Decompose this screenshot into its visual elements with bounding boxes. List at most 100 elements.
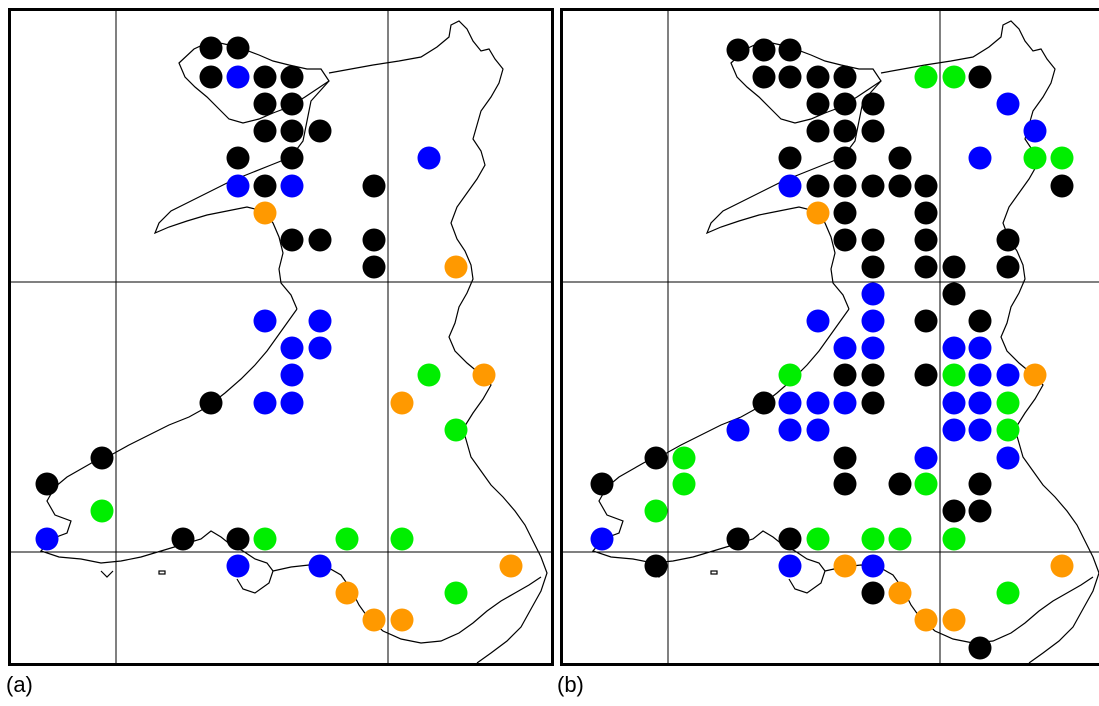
record-dot-blue [942, 336, 966, 360]
record-dot-blue [417, 146, 441, 170]
record-dot-black [968, 499, 992, 523]
distribution-dots [590, 38, 1074, 660]
record-dot-blue [968, 146, 992, 170]
record-dot-green [90, 499, 114, 523]
record-dot-black [833, 228, 857, 252]
record-dot-green [778, 363, 802, 387]
wales-map-a [11, 11, 551, 663]
record-dot-orange [806, 201, 830, 225]
record-dot-blue [942, 391, 966, 415]
record-dot-black [861, 119, 885, 143]
record-dot-blue [226, 554, 250, 578]
record-dot-black [968, 636, 992, 660]
record-dot-orange [888, 581, 912, 605]
record-dot-blue [806, 391, 830, 415]
record-dot-black [253, 119, 277, 143]
panel-label-b: (b) [557, 672, 584, 697]
record-dot-green [942, 363, 966, 387]
record-dot-blue [996, 363, 1020, 387]
record-dot-black [968, 309, 992, 333]
record-dot-black [942, 255, 966, 279]
record-dot-black [833, 119, 857, 143]
record-dot-blue [778, 391, 802, 415]
record-dot-black [35, 472, 59, 496]
record-dot-blue [833, 336, 857, 360]
grid-lines [11, 11, 551, 663]
record-dot-green [914, 65, 938, 89]
record-dot-green [444, 418, 468, 442]
record-dot-black [942, 282, 966, 306]
record-dot-blue [35, 527, 59, 551]
record-dot-black [996, 255, 1020, 279]
record-dot-blue [590, 527, 614, 551]
record-dot-green [942, 65, 966, 89]
record-dot-black [90, 446, 114, 470]
record-dot-orange [390, 608, 414, 632]
record-dot-black [914, 255, 938, 279]
record-dot-blue [996, 92, 1020, 116]
record-dot-blue [280, 391, 304, 415]
record-dot-black [752, 65, 776, 89]
record-dot-green [335, 527, 359, 551]
record-dot-blue [861, 282, 885, 306]
record-dot-blue [280, 336, 304, 360]
record-dot-blue [806, 309, 830, 333]
record-dot-black [778, 65, 802, 89]
record-dot-blue [968, 363, 992, 387]
grid-lines [563, 11, 1099, 663]
record-dot-green [996, 581, 1020, 605]
record-dot-black [833, 146, 857, 170]
distribution-dots [35, 36, 523, 632]
record-dot-orange [390, 391, 414, 415]
record-dot-blue [968, 418, 992, 442]
record-dot-green [861, 527, 885, 551]
record-dot-green [806, 527, 830, 551]
record-dot-black [861, 391, 885, 415]
record-dot-black [806, 65, 830, 89]
record-dot-orange [362, 608, 386, 632]
record-dot-black [833, 363, 857, 387]
record-dot-blue [726, 418, 750, 442]
record-dot-green [644, 499, 668, 523]
record-dot-black [806, 92, 830, 116]
record-dot-blue [308, 309, 332, 333]
record-dot-blue [778, 554, 802, 578]
record-dot-blue [833, 391, 857, 415]
record-dot-black [280, 92, 304, 116]
record-dot-black [226, 527, 250, 551]
record-dot-blue [778, 418, 802, 442]
wales-map-b [563, 11, 1099, 663]
record-dot-green [444, 581, 468, 605]
record-dot-black [752, 38, 776, 62]
map-panel-b [560, 8, 1099, 666]
record-dot-green [942, 527, 966, 551]
record-dot-blue [942, 418, 966, 442]
record-dot-black [199, 65, 223, 89]
record-dot-black [308, 228, 332, 252]
record-dot-black [171, 527, 195, 551]
record-dot-black [778, 38, 802, 62]
record-dot-black [833, 65, 857, 89]
record-dot-black [833, 446, 857, 470]
record-dot-green [1050, 146, 1074, 170]
map-panel-a [8, 8, 554, 666]
record-dot-black [888, 146, 912, 170]
record-dot-blue [861, 336, 885, 360]
record-dot-blue [806, 418, 830, 442]
record-dot-black [861, 581, 885, 605]
record-dot-black [778, 527, 802, 551]
record-dot-green [672, 472, 696, 496]
record-dot-black [226, 36, 250, 60]
record-dot-black [861, 255, 885, 279]
record-dot-blue [308, 554, 332, 578]
record-dot-orange [499, 554, 523, 578]
record-dot-black [362, 228, 386, 252]
record-dot-green [996, 391, 1020, 415]
record-dot-black [833, 174, 857, 198]
record-dot-black [253, 92, 277, 116]
record-dot-blue [996, 446, 1020, 470]
record-dot-green [390, 527, 414, 551]
record-dot-black [968, 472, 992, 496]
record-dot-orange [1023, 363, 1047, 387]
panel-label-a: (a) [6, 672, 33, 697]
